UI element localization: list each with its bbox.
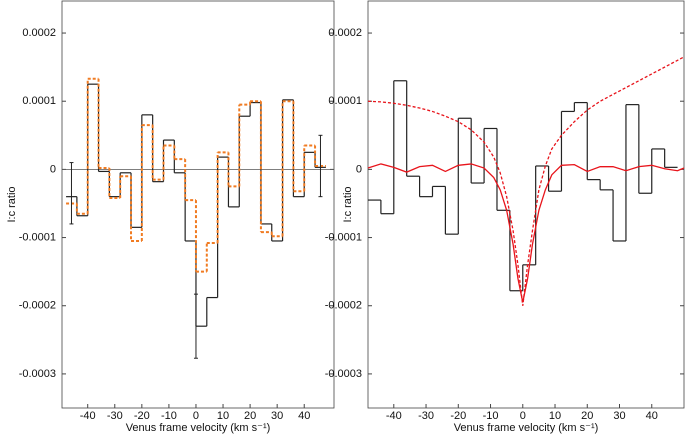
y-tick-label: 0.0001: [22, 95, 56, 107]
x-tick-label: 20: [244, 410, 256, 422]
x-tick-label: 0: [520, 410, 526, 422]
y-tick-label: -0.0002: [19, 300, 56, 312]
y-tick-label: 0: [356, 163, 362, 175]
x-tick-label: -40: [80, 410, 96, 422]
x-tick-label: -10: [483, 410, 499, 422]
x-tick-label: 40: [646, 410, 658, 422]
y-axis-label: I:c ratio: [342, 186, 354, 222]
y-tick-label: 0.0002: [328, 27, 362, 39]
y-tick-label: 0.0001: [328, 95, 362, 107]
y-tick-label: 0.0002: [22, 27, 56, 39]
y-tick-label: -0.0001: [19, 231, 56, 243]
model-curve: [367, 56, 685, 306]
x-tick-label: 20: [581, 410, 593, 422]
x-axis-label: Venus frame velocity (km s⁻¹): [454, 422, 599, 434]
x-tick-label: 30: [271, 410, 283, 422]
plot-frame: [367, 0, 685, 409]
x-tick-label: 10: [549, 410, 561, 422]
x-tick-label: -40: [386, 410, 402, 422]
y-tick-label: -0.0001: [325, 231, 362, 243]
x-tick-label: -20: [450, 410, 466, 422]
x-tick-label: 30: [613, 410, 625, 422]
x-tick-label: 40: [298, 410, 310, 422]
x-tick-label: -30: [107, 410, 123, 422]
plot-frame: [61, 0, 335, 409]
y-tick-label: 0: [50, 163, 56, 175]
y-axis-label: I:c ratio: [6, 186, 18, 222]
x-tick-label: -10: [161, 410, 177, 422]
x-tick-label: 0: [193, 410, 199, 422]
x-tick-label: 10: [217, 410, 229, 422]
x-axis-label: Venus frame velocity (km s⁻¹): [126, 422, 271, 434]
y-tick-label: -0.0003: [325, 368, 362, 380]
y-tick-label: -0.0003: [19, 368, 56, 380]
x-tick-label: -30: [418, 410, 434, 422]
x-tick-label: -20: [134, 410, 150, 422]
y-tick-label: -0.0002: [325, 300, 362, 312]
